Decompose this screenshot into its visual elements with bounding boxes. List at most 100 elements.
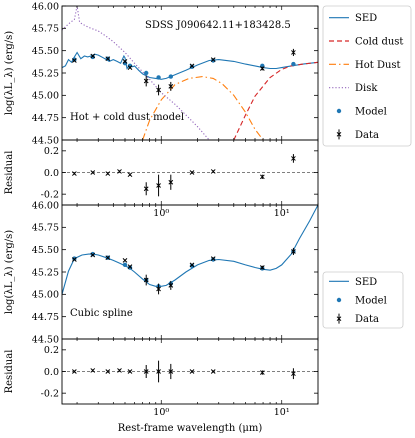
series-line-disk [62,6,210,140]
data-point [156,84,161,96]
legend-entry-sed: SED [329,277,377,288]
y-axis-label: Residual [4,151,15,195]
data-point [143,75,149,87]
legend-label: Disk [355,83,378,94]
legend-entry-hot-dust: Hot Dust [329,60,401,71]
data-point [168,81,174,91]
data-point [259,174,265,180]
data-point [259,66,265,71]
y-tick-label: 45.00 [32,290,59,301]
y-axis-label: Residual [4,350,15,394]
y-axis-label: log(λL_λ) (erg/s) [4,31,15,115]
y-tick-label: 45.75 [32,223,59,234]
legend-entry-model: Model [336,296,387,307]
model-point [291,61,296,67]
data-point [259,265,265,270]
y-tick-label: 45.00 [32,91,59,102]
data-point [210,57,216,62]
data-point [127,264,133,269]
legend-label: SED [355,13,377,24]
data-point [127,369,133,374]
x-axis-label: Rest-frame wavelength (μm) [118,423,263,434]
data-point [189,170,195,175]
y-tick-label: 0.0 [44,168,59,179]
model-point [144,70,149,76]
data-point [127,65,133,70]
y-tick-label: 0.2 [44,146,59,157]
data-point [72,58,77,63]
data-point [189,63,195,69]
legend: SED Cold dust Hot Dust Disk Model Data [322,5,412,147]
legend-label: Data [355,314,379,325]
x-tick-label: 10¹ [274,208,290,219]
y-tick-label: 45.75 [32,24,59,35]
model-point [156,75,161,80]
data-point [291,48,296,57]
legend-entry-data: Data [336,129,379,141]
data-point [168,280,174,290]
data-point [168,174,174,190]
model-name-annotation: Cubic spline [70,308,133,319]
data-point [156,360,161,383]
legend-label: Data [355,130,379,141]
legend-entry-disk: Disk [329,83,378,94]
data-point [210,169,216,174]
data-point [156,174,161,197]
data-point [210,256,216,261]
legend-label: SED [355,277,377,288]
data-point [259,370,265,375]
legend-entry-sed: SED [329,13,377,24]
legend-label: Hot Dust [355,60,401,71]
data-point [105,369,111,374]
y-tick-label: 45.25 [32,68,59,79]
legend: SED Model Data [322,271,404,329]
y-tick-label: 44.50 [32,135,59,146]
y-tick-label: 45.50 [32,245,59,256]
y-tick-label: 0.2 [44,345,59,356]
data-point [90,170,96,175]
y-tick-label: 46.00 [32,1,59,12]
data-point [72,369,77,374]
y-tick-label: 45.50 [32,46,59,57]
data-point [122,59,128,64]
y-tick-label: 46.00 [32,200,59,211]
legend-label: Model [355,107,387,118]
y-tick-label: 45.25 [32,267,59,278]
x-tick-label: 10⁰ [153,407,169,418]
data-point [143,182,149,196]
legend-label: Model [355,296,387,307]
legend-entry-data: Data [336,313,379,325]
data-point [168,363,174,380]
data-point [90,53,96,59]
data-point [90,252,96,258]
y-tick-label: -0.2 [41,189,59,200]
model-name-annotation: Hot + cold dust model [70,112,184,123]
series-line-sed [62,51,318,80]
data-point [122,258,128,263]
data-point [72,171,77,176]
model-point [189,64,195,69]
model-point [122,262,128,268]
y-tick-label: 44.50 [32,334,59,345]
data-point [105,56,111,62]
data-point [291,247,296,256]
data-point [127,172,133,178]
y-tick-label: 44.75 [32,113,59,124]
y-tick-label: -0.2 [41,388,59,399]
model-point [72,256,77,261]
data-point [117,368,122,373]
data-point [143,274,149,286]
data-point [210,369,216,374]
x-tick-label: 10¹ [274,407,290,418]
series-line-cold-dust [233,61,318,140]
y-tick-label: 44.75 [32,312,59,323]
data-point [105,171,111,176]
panel-bottom-main: 46.00 45.75 45.50 45.25 45.00 44.75 44.50 log(λ… [4,200,319,345]
data-point [117,169,122,174]
data-point [189,262,195,268]
panel-bottom-residual: 0.2 0.0 -0.2 10⁰ 10¹ Residual [4,338,319,418]
object-name-annotation: SDSS J090642.11+183428.5 [145,20,291,31]
data-point [291,368,296,380]
legend-entry-cold-dust: Cold dust [329,37,403,48]
